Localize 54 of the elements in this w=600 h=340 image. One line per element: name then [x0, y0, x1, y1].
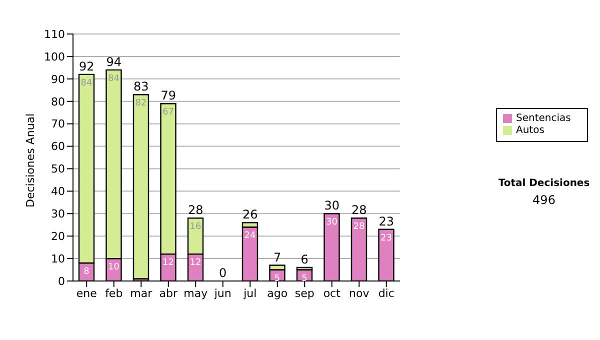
y-tick-label: 0 [58, 274, 65, 288]
y-tick-label: 100 [44, 50, 65, 64]
y-tick-label: 50 [51, 162, 65, 176]
total-label: 28 [351, 203, 367, 218]
x-tick-label: may [184, 286, 208, 300]
data-label: 8 [84, 267, 90, 278]
y-axis-title: Decisiones Anual [24, 113, 37, 208]
x-tick-label: ago [267, 286, 288, 300]
y-tick-label: 90 [51, 72, 65, 86]
data-label: 12 [162, 258, 174, 268]
data-label: 28 [353, 222, 365, 232]
data-label: 67 [162, 108, 174, 118]
total-label: 92 [78, 59, 94, 74]
total-label: 7 [274, 250, 282, 264]
data-label: 84 [80, 78, 92, 88]
total-label: 23 [378, 214, 394, 228]
x-tick-label: oct [323, 286, 342, 300]
y-tick-label: 20 [51, 230, 65, 243]
x-tick-label: feb [105, 286, 123, 300]
total-label: 26 [242, 208, 258, 222]
data-label: 23 [380, 233, 392, 244]
total-label: 94 [106, 54, 122, 69]
y-tick-label: 60 [51, 140, 65, 154]
y-tick-label: 40 [51, 185, 65, 198]
data-label: 16 [190, 222, 202, 232]
x-tick-label: dic [378, 286, 394, 300]
data-label: 24 [244, 231, 256, 242]
x-tick-label: jun [213, 286, 232, 300]
data-label: 30 [326, 218, 338, 228]
legend-label: Autos [516, 125, 544, 136]
x-tick-label: sep [294, 286, 314, 300]
data-label: 84 [108, 74, 120, 84]
x-tick-label: nov [349, 286, 370, 300]
x-tick-label: abr [159, 286, 178, 300]
data-label: 82 [135, 98, 147, 109]
y-tick-label: 30 [51, 208, 65, 221]
x-tick-label: jul [242, 286, 257, 300]
data-label: 10 [108, 262, 120, 273]
data-label: 12 [190, 258, 202, 268]
total-label: 28 [188, 203, 204, 218]
text: Total Decisiones [497, 178, 591, 189]
y-tick-label: 110 [44, 28, 65, 41]
total-label: 30 [324, 198, 340, 213]
x-tick-label: ene [76, 286, 98, 300]
total-label: 79 [160, 88, 176, 103]
x-tick-label: mar [130, 286, 153, 300]
total-label: 0 [219, 266, 227, 280]
legend-label: Sentencias [516, 113, 571, 124]
total-label: 83 [133, 80, 149, 94]
y-tick-label: 70 [51, 118, 65, 131]
text: 496 [532, 193, 556, 207]
y-tick-label: 80 [51, 95, 65, 108]
total-label: 6 [300, 252, 308, 267]
y-tick-label: 10 [51, 252, 65, 266]
